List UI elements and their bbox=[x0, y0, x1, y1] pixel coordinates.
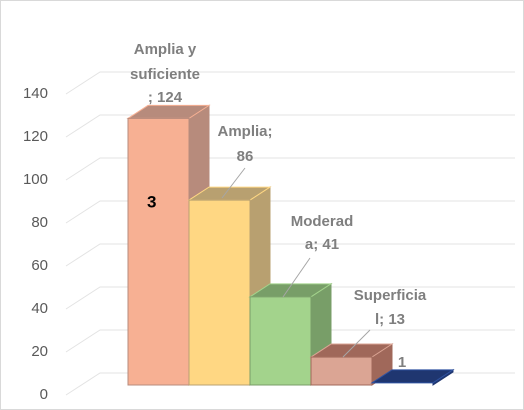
value-label: l; 13 bbox=[375, 311, 405, 328]
value-label: Amplia; bbox=[217, 123, 272, 140]
y-tick-label: 120 bbox=[23, 128, 48, 145]
grid-line bbox=[65, 243, 515, 267]
grid-line bbox=[65, 71, 515, 95]
bar-top bbox=[370, 369, 455, 384]
bar bbox=[127, 117, 190, 386]
value-label: ; 124 bbox=[148, 89, 183, 106]
y-tick-label: 0 bbox=[40, 386, 48, 403]
y-tick-label: 60 bbox=[31, 257, 48, 274]
value-label: Superficia bbox=[354, 287, 427, 304]
value-label: suficiente bbox=[130, 66, 200, 83]
y-tick-label: 20 bbox=[31, 343, 48, 360]
y-tick-label: 40 bbox=[31, 300, 48, 317]
bar bbox=[249, 296, 312, 386]
grid-line bbox=[65, 329, 515, 353]
value-label: a; 41 bbox=[305, 236, 339, 253]
leader-line bbox=[282, 257, 311, 298]
grid-line bbox=[65, 200, 515, 224]
bar bbox=[188, 199, 251, 386]
y-tick-label: 140 bbox=[23, 85, 48, 102]
value-label: Moderad bbox=[291, 213, 354, 230]
annotation: 3 bbox=[147, 192, 156, 211]
bar bbox=[310, 356, 373, 386]
grid-line bbox=[65, 286, 515, 310]
value-label: Amplia y bbox=[134, 41, 197, 58]
grid-line bbox=[65, 157, 515, 181]
leader-line bbox=[342, 329, 371, 358]
leader-line bbox=[221, 167, 246, 199]
y-tick-label: 80 bbox=[31, 214, 48, 231]
y-tick-label: 100 bbox=[23, 171, 48, 188]
value-label: 86 bbox=[237, 148, 254, 165]
grid-line bbox=[65, 114, 515, 138]
value-label: 1 bbox=[398, 354, 406, 371]
